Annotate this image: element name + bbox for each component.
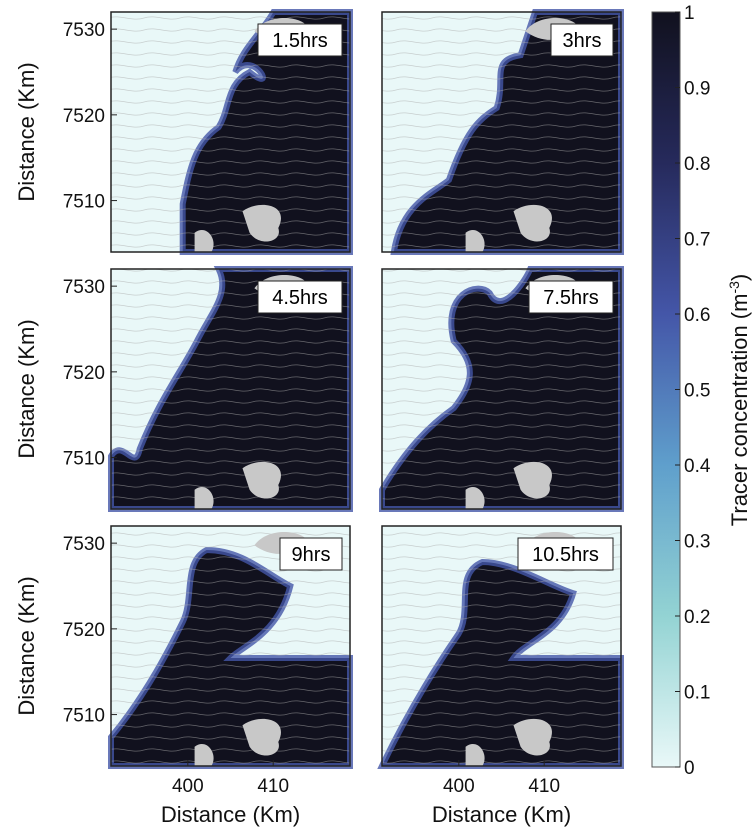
panel-frame: [381, 268, 622, 510]
time-label: 10.5hrs: [532, 544, 599, 566]
panel-3: 4.5hrs: [108, 266, 353, 512]
panels: 1.5hrs 3hrs 4.5hrs 7.5hrs 9hrs 10.5hrs: [108, 9, 624, 769]
time-label-box: [257, 280, 343, 314]
panel-frame: [110, 11, 351, 253]
colorbar-tick-label: 0.3: [684, 532, 710, 553]
colorbar-tick-label: 1: [684, 3, 695, 24]
colorbar-tick-label: 0.7: [684, 230, 710, 251]
panel-1: 1.5hrs: [110, 9, 353, 255]
colorbar-tick-label: 0.2: [684, 607, 710, 628]
time-label-box: [257, 23, 343, 57]
time-label: 7.5hrs: [543, 287, 599, 309]
time-label-box: [279, 537, 343, 571]
land-mass: [465, 486, 485, 509]
panel-frame: [381, 11, 622, 253]
colorbar-label-exponent: -3: [726, 281, 742, 294]
panel-5: 9hrs: [108, 525, 353, 769]
panel-6: 10.5hrs: [377, 525, 624, 769]
x-axis-title: Distance (Km): [432, 802, 571, 827]
colorbar-label: Tracer concentration (m-3): [726, 274, 752, 527]
land-mass: [194, 743, 214, 766]
colorbar-tick-label: 0.9: [684, 79, 710, 100]
y-tick-label: 7520: [63, 363, 105, 384]
time-label-box: [550, 23, 614, 57]
colorbar-tick-label: 0.5: [684, 381, 710, 402]
panel-2: 3hrs: [381, 9, 624, 255]
land-mass: [242, 204, 281, 242]
colorbar-tick-label: 0.4: [684, 456, 711, 477]
land-mass: [465, 743, 485, 766]
y-tick-label: 7530: [63, 20, 105, 41]
x-tick-label: 410: [257, 776, 289, 797]
x-tick-label: 400: [443, 776, 475, 797]
x-tick-label: 400: [172, 776, 204, 797]
y-tick-label: 7520: [63, 620, 105, 641]
time-label: 4.5hrs: [272, 287, 328, 309]
x-tick-label: 410: [528, 776, 560, 797]
land-mass: [513, 718, 552, 756]
colorbar-tick-label: 0: [684, 758, 695, 779]
panel-frame: [110, 268, 351, 510]
panel-4: 7.5hrs: [379, 266, 624, 512]
colorbar-label-close: ): [727, 274, 752, 281]
colorbar-tick-label: 0.1: [684, 683, 710, 704]
colorbar: 0 0.1 0.2 0.3 0.4 0.5 0.6 0.7 0.8 0.9 1 Tracer con…: [651, 3, 752, 779]
land-mass: [242, 461, 281, 499]
panel-frame: [110, 525, 351, 767]
land-mass: [513, 204, 552, 242]
y-tick-label: 7530: [63, 534, 105, 555]
time-label-box: [528, 280, 614, 314]
land-mass: [465, 229, 485, 252]
y-tick-label: 7510: [63, 706, 105, 727]
land-mass: [194, 486, 214, 509]
y-tick-label: 7530: [63, 277, 105, 298]
y-axis-title: Distance (Km): [14, 62, 39, 201]
time-label: 1.5hrs: [272, 30, 328, 52]
land-mass: [513, 461, 552, 499]
colorbar-tick-label: 0.8: [684, 154, 710, 175]
panel-frame: [381, 525, 622, 767]
y-tick-label: 7510: [63, 192, 105, 213]
time-label-box: [517, 537, 614, 571]
y-tick-label: 7510: [63, 449, 105, 470]
axes: 7510 7520 7530 Distance (Km) 7510 7520 7530 Dis…: [14, 20, 571, 827]
land-mass: [242, 718, 281, 756]
y-tick-label: 7520: [63, 106, 105, 127]
y-axis-title: Distance (Km): [14, 319, 39, 458]
x-axis-title: Distance (Km): [161, 802, 300, 827]
time-label: 9hrs: [292, 544, 331, 566]
y-axis-title: Distance (Km): [14, 576, 39, 715]
time-label: 3hrs: [563, 30, 602, 52]
colorbar-ticks: 0 0.1 0.2 0.3 0.4 0.5 0.6 0.7 0.8 0.9 1: [675, 3, 711, 779]
land-mass: [194, 229, 214, 252]
colorbar-tick-label: 0.6: [684, 305, 710, 326]
